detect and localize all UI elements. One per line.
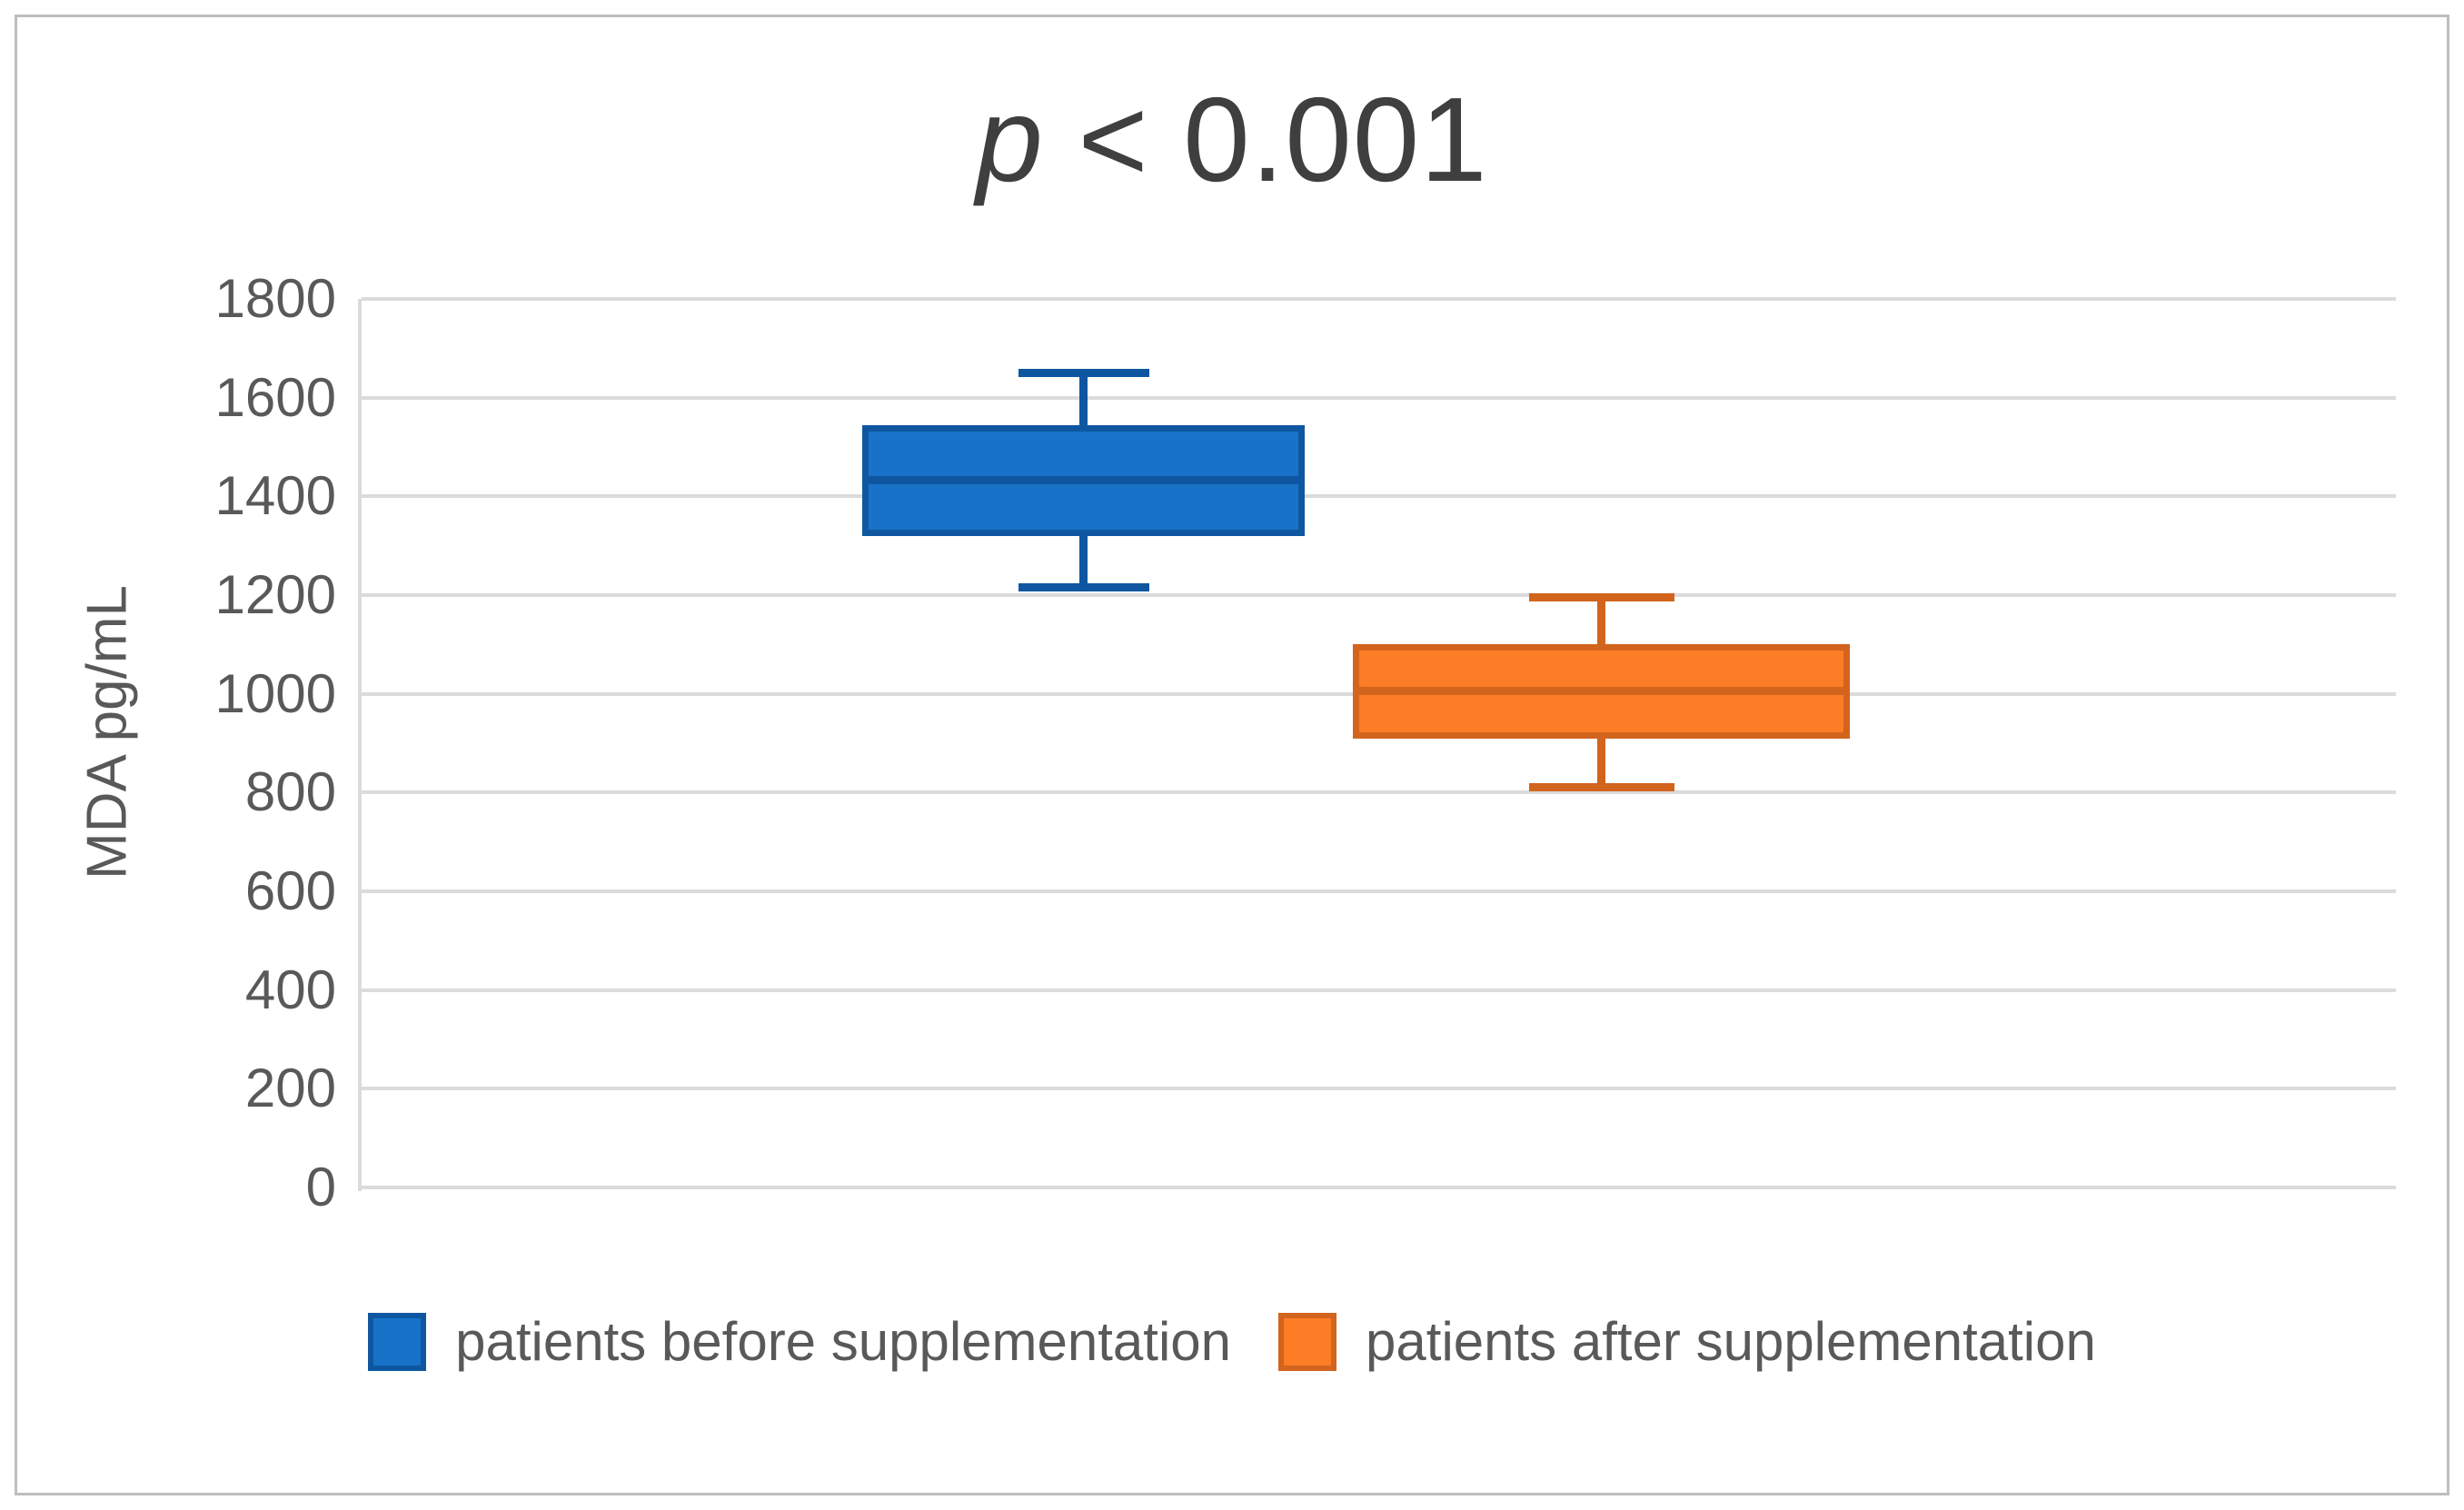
legend-entry-after: patients after supplementation — [1278, 1312, 2096, 1372]
y-tick-label-400: 400 — [244, 959, 336, 1020]
gridline-800 — [362, 790, 2396, 795]
median-after-supplementation — [1353, 687, 1850, 696]
gridline-1600 — [362, 395, 2396, 400]
gridline-600 — [362, 889, 2396, 893]
y-tick-label-1000: 1000 — [214, 662, 336, 724]
legend-label-before: patients before supplementation — [455, 1311, 1232, 1372]
legend-label-after: patients after supplementation — [1366, 1311, 2096, 1372]
y-tick-label-1800: 1800 — [214, 268, 336, 329]
gridline-400 — [362, 988, 2396, 992]
legend: patients before supplementation patients… — [0, 1312, 2464, 1372]
chart-title-p: p — [976, 73, 1044, 206]
gridline-1200 — [362, 593, 2396, 597]
whisker-cap-max-after-supplementation — [1528, 593, 1674, 602]
y-tick-label-1200: 1200 — [214, 564, 336, 625]
y-tick-label-600: 600 — [244, 860, 336, 921]
whisker-upper-after-supplementation — [1597, 597, 1605, 645]
legend-swatch-before-icon — [368, 1313, 427, 1371]
y-tick-label-1400: 1400 — [214, 465, 336, 527]
whisker-cap-min-after-supplementation — [1528, 783, 1674, 792]
y-axis-line — [358, 299, 362, 1191]
whisker-cap-min-before-supplementation — [1018, 583, 1149, 592]
median-before-supplementation — [862, 476, 1305, 485]
gridline-1400 — [362, 494, 2396, 499]
whisker-cap-max-before-supplementation — [1018, 369, 1149, 377]
gridline-200 — [362, 1087, 2396, 1091]
legend-entry-before: patients before supplementation — [368, 1312, 1231, 1372]
y-tick-label-800: 800 — [244, 761, 336, 823]
whisker-lower-before-supplementation — [1079, 535, 1088, 588]
whisker-lower-after-supplementation — [1597, 738, 1605, 788]
y-tick-label-0: 0 — [305, 1157, 336, 1217]
whisker-upper-before-supplementation — [1079, 373, 1088, 425]
y-axis-title: MDA pg/mL — [75, 585, 139, 879]
chart-title: p < 0.001 — [0, 80, 2464, 200]
y-tick-label-200: 200 — [244, 1058, 336, 1119]
gridline-1800 — [362, 297, 2396, 301]
chart-title-value: < 0.001 — [1043, 73, 1488, 206]
y-tick-label-1600: 1600 — [214, 366, 336, 428]
legend-swatch-after-icon — [1278, 1313, 1337, 1371]
figure-border-frame — [15, 15, 2449, 1495]
gridline-0 — [362, 1186, 2396, 1189]
